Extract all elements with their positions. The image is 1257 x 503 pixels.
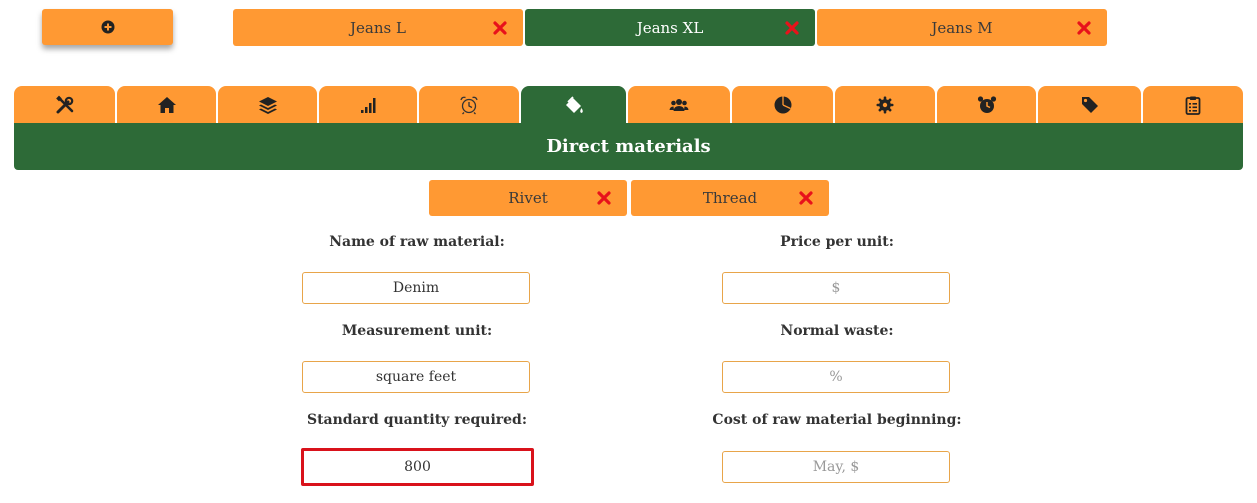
delete-product-icon[interactable]	[493, 20, 507, 35]
tab-pricing[interactable]	[1038, 86, 1141, 123]
material-tab-rivet[interactable]: Rivet	[429, 180, 627, 216]
material-tab-label: Rivet	[508, 189, 548, 207]
delete-material-icon[interactable]	[799, 191, 813, 205]
tab-settings[interactable]	[835, 86, 935, 123]
price-label: Price per unit:	[780, 234, 894, 250]
tab-report[interactable]	[1143, 86, 1243, 123]
pie-chart-icon	[774, 96, 791, 113]
price-field[interactable]	[722, 272, 950, 304]
delete-product-icon[interactable]	[1077, 20, 1091, 35]
tab-statistics[interactable]	[319, 86, 417, 123]
tab-schedule[interactable]	[419, 86, 519, 123]
paint-bucket-icon	[565, 96, 583, 113]
plus-circle-icon	[101, 20, 114, 34]
unit-label: Measurement unit:	[341, 323, 493, 339]
clipboard-icon	[1185, 96, 1201, 115]
alarm-clock-outline-icon	[460, 96, 478, 114]
tab-layers[interactable]	[218, 86, 317, 123]
waste-label: Normal waste:	[780, 323, 894, 339]
tab-labor[interactable]	[628, 86, 730, 123]
tab-tools[interactable]	[14, 86, 115, 123]
tab-home[interactable]	[117, 86, 216, 123]
signal-bars-icon	[361, 97, 376, 113]
tab-timing[interactable]	[937, 86, 1036, 123]
delete-material-icon[interactable]	[597, 191, 611, 205]
name-label: Name of raw material:	[329, 234, 505, 250]
users-icon	[669, 98, 689, 111]
add-product-button[interactable]	[42, 9, 173, 45]
product-tab-jeans-m[interactable]: Jeans M	[817, 9, 1107, 46]
unit-field[interactable]	[302, 361, 530, 393]
tags-icon	[1081, 96, 1098, 113]
waste-field[interactable]	[722, 361, 950, 393]
tab-overhead[interactable]	[732, 86, 833, 123]
quantity-label: Standard quantity required:	[306, 412, 527, 428]
material-tab-label: Thread	[702, 189, 758, 207]
section-tab-bar	[14, 86, 1243, 126]
product-tab-label: Jeans L	[350, 18, 406, 37]
section-title: Direct materials	[14, 123, 1243, 170]
product-tab-jeans-xl[interactable]: Jeans XL	[525, 9, 815, 46]
delete-product-icon[interactable]	[785, 20, 799, 35]
section-title-text: Direct materials	[546, 136, 711, 157]
product-tab-label: Jeans M	[931, 18, 993, 37]
cost-field[interactable]	[722, 451, 950, 483]
quantity-field[interactable]	[301, 448, 534, 486]
alarm-clock-icon	[977, 95, 996, 113]
cost-label: Cost of raw material beginning:	[712, 412, 962, 428]
layers-icon	[258, 96, 277, 114]
tools-icon	[55, 95, 73, 113]
gear-icon	[876, 96, 894, 113]
name-field[interactable]	[302, 272, 530, 304]
product-tab-label: Jeans XL	[636, 18, 704, 37]
home-icon	[157, 96, 176, 113]
material-tab-thread[interactable]: Thread	[631, 180, 829, 216]
tab-direct-materials[interactable]	[521, 86, 626, 126]
product-tab-jeans-l[interactable]: Jeans L	[233, 9, 523, 46]
